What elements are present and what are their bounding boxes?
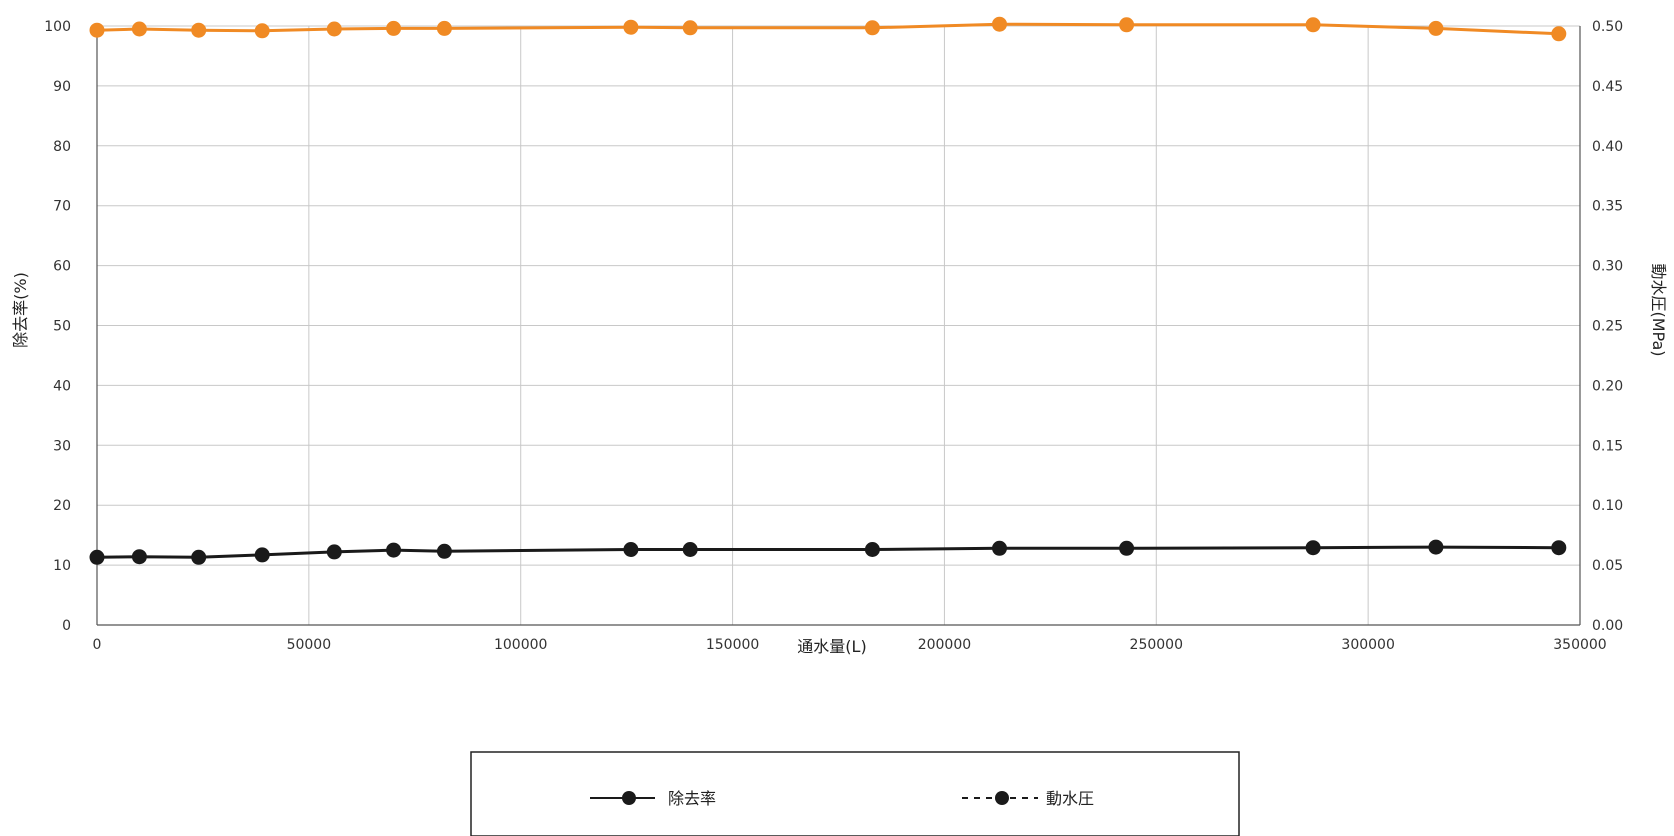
data-point-water-pressure: [623, 542, 639, 557]
data-point-removal-rate: [131, 21, 147, 37]
data-point-water-pressure: [89, 549, 105, 565]
data-point-removal-rate: [682, 20, 698, 36]
y2-tick-label: 0.20: [1592, 378, 1623, 394]
x-tick-label: 100000: [494, 637, 547, 653]
y-tick-label: 60: [53, 259, 71, 275]
data-point-water-pressure: [1551, 540, 1567, 556]
data-point-water-pressure: [436, 543, 452, 559]
y2-tick-label: 0.00: [1592, 618, 1623, 634]
y-tick-label: 40: [53, 378, 71, 394]
data-point-water-pressure: [386, 542, 402, 558]
y-tick-label: 50: [53, 319, 71, 335]
y-tick-label: 20: [53, 498, 71, 514]
data-point-water-pressure: [191, 549, 207, 565]
data-point-water-pressure: [131, 549, 147, 565]
x-tick-label: 300000: [1341, 637, 1394, 653]
x-tick-label: 350000: [1553, 637, 1606, 653]
y2-tick-label: 0.25: [1592, 319, 1623, 335]
data-point-water-pressure: [682, 542, 698, 557]
data-point-removal-rate: [1428, 20, 1444, 36]
axes: [96, 26, 1581, 626]
data-point-removal-rate: [992, 16, 1007, 32]
data-point-removal-rate: [89, 22, 105, 38]
legend-label-water-pressure: 動水圧: [1046, 789, 1094, 808]
data-point-removal-rate: [436, 20, 452, 36]
y-tick-label: 80: [53, 139, 71, 155]
x-tick-label: 250000: [1130, 637, 1183, 653]
data-point-water-pressure: [864, 542, 880, 557]
data-point-removal-rate: [1305, 17, 1321, 33]
y2-tick-label: 0.50: [1592, 19, 1623, 35]
legend-label-removal-rate: 除去率: [668, 789, 716, 808]
legend: 除去率 動水圧: [470, 751, 1240, 836]
data-point-water-pressure: [1119, 540, 1135, 556]
y2-tick-label: 0.30: [1592, 259, 1623, 275]
legend-marker-removal-rate: [622, 791, 636, 805]
y-tick-label: 10: [53, 558, 71, 574]
data-point-removal-rate: [191, 22, 207, 38]
y-tick-label: 0: [62, 618, 71, 634]
x-tick-label: 0: [93, 637, 102, 653]
data-point-water-pressure: [1428, 539, 1444, 555]
y2-tick-label: 0.35: [1592, 199, 1623, 215]
x-tick-label: 50000: [287, 637, 332, 653]
x-tick-label: 150000: [706, 637, 759, 653]
y2-tick-label: 0.10: [1592, 498, 1623, 514]
y2-tick-label: 0.05: [1592, 558, 1623, 574]
data-point-water-pressure: [254, 547, 270, 563]
data-point-removal-rate: [326, 21, 342, 37]
y-tick-label: 70: [53, 199, 71, 215]
series-layer: [89, 16, 1567, 565]
y2-tick-label: 0.15: [1592, 438, 1623, 454]
y-tick-label: 30: [53, 438, 71, 454]
y2-tick-label: 0.40: [1592, 139, 1623, 155]
data-point-removal-rate: [386, 20, 402, 36]
y2-tick-label: 0.45: [1592, 79, 1623, 95]
tick-labels: 0 50000 100000 150000 200000 250000 300000 3500…: [44, 19, 1623, 653]
data-point-removal-rate: [623, 19, 639, 35]
data-point-water-pressure: [326, 544, 342, 560]
x-tick-label: 200000: [918, 637, 971, 653]
data-point-removal-rate: [1551, 26, 1567, 42]
data-point-water-pressure: [992, 540, 1007, 556]
data-point-removal-rate: [1119, 17, 1135, 33]
y-tick-label: 100: [44, 19, 71, 35]
data-point-removal-rate: [864, 20, 880, 36]
legend-box: [470, 751, 1240, 836]
y-axis-title: 除去率(%): [11, 272, 30, 348]
legend-marker-water-pressure: [995, 791, 1009, 805]
x-axis-title: 通水量(L): [797, 637, 866, 656]
y-tick-label: 90: [53, 79, 71, 95]
data-point-removal-rate: [254, 23, 270, 39]
data-point-water-pressure: [1305, 540, 1321, 556]
y2-axis-title: 動水圧(MPa): [1649, 263, 1668, 356]
